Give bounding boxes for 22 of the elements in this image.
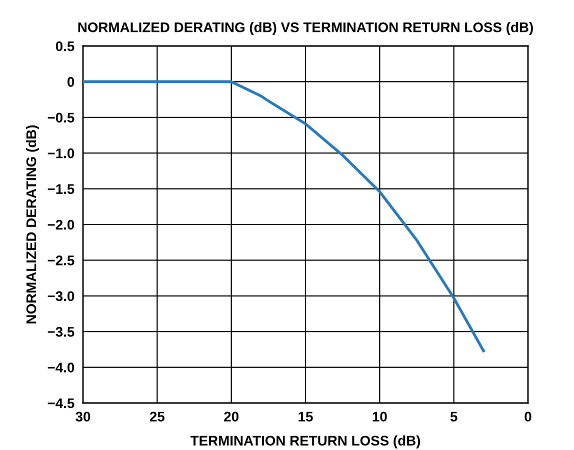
y-tick-label: −4.5 (48, 398, 74, 408)
y-tick-label: −0.5 (48, 112, 74, 123)
y-tick-label: 0 (67, 77, 74, 87)
y-tick-label: −2.0 (48, 220, 74, 230)
y-tick-label: −1.0 (48, 148, 74, 158)
y-tick-label: 0.5 (56, 41, 74, 52)
y-tick-label: −3.5 (48, 326, 74, 337)
y-tick-label: −2.5 (48, 256, 74, 266)
x-tick-label: 25 (150, 412, 165, 422)
y-tick-label: −1.5 (48, 184, 74, 194)
x-tick-label: 10 (372, 412, 387, 422)
x-tick-label: 20 (224, 412, 238, 422)
chart-title: NORMALIZED DERATING (dB) VS TERMINATION RETURN LOSS (dB) (78, 22, 533, 35)
x-axis-title: TERMINATION RETURN LOSS (dB) (190, 435, 420, 448)
x-tick-label: 30 (76, 412, 90, 422)
y-tick-label: −4.0 (48, 362, 74, 372)
x-tick-label: 0 (524, 412, 532, 422)
line-series (83, 80, 485, 352)
x-tick-label: 15 (298, 412, 313, 422)
x-tick-label: 5 (450, 412, 458, 422)
y-axis-title: NORMALIZED DERATING (dB) (26, 125, 39, 324)
y-tick-label: −3.0 (48, 291, 74, 302)
